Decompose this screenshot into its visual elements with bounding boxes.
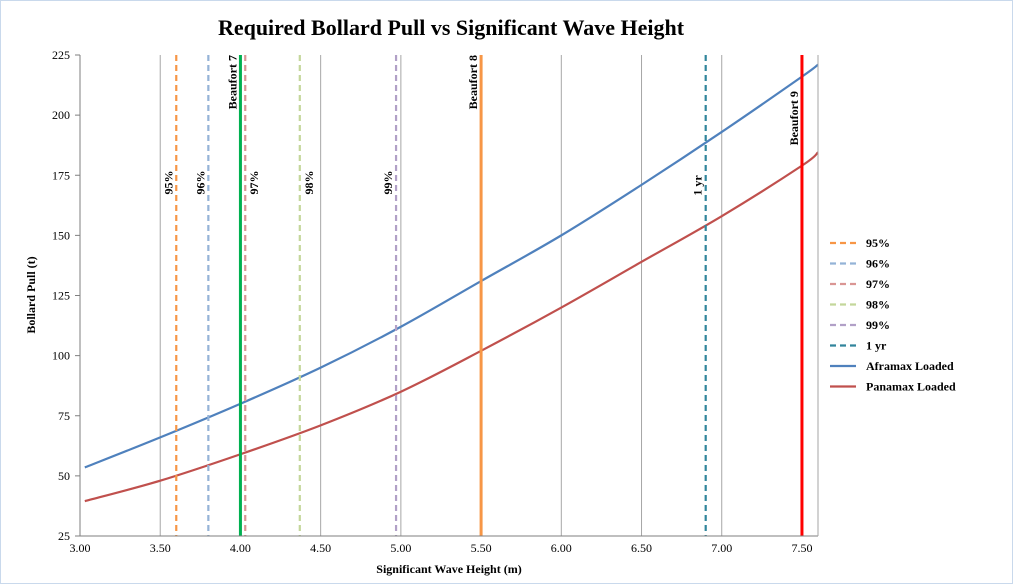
x-tick-label: 6.50 [631, 541, 652, 555]
legend-label-95: 95% [866, 236, 890, 250]
x-tick-label: 4.50 [310, 541, 331, 555]
y-tick-label: 25 [58, 529, 70, 543]
axis-layer: 3.00 3.50 4.00 4.50 5.00 5.50 6.00 6.50 7.00 7.50… [52, 48, 819, 555]
legend: 95% 96% 97% 98% 99% 1 yr Aframax Loaded Panamax… [830, 236, 956, 394]
legend-label-aframax-loaded: Aframax Loaded [866, 359, 954, 373]
chart-title: Required Bollard Pull vs Significant Wav… [217, 15, 685, 40]
y-axis-label: Bollard Pull (t) [24, 256, 38, 333]
legend-label-1-yr: 1 yr [866, 339, 887, 353]
x-tick-label: 3.50 [150, 541, 171, 555]
legend-label-97: 97% [866, 277, 890, 291]
line-labels: 95% 96% 97% 98% 99% 1 yr Beaufort 7 Beaufort 8 B… [161, 55, 801, 196]
x-tick-label: 5.00 [390, 541, 411, 555]
legend-label-98: 98% [866, 298, 890, 312]
ref-label-97: 97% [247, 170, 261, 194]
x-tick-label: 5.50 [471, 541, 492, 555]
plot-area [80, 55, 818, 536]
ref-label-beaufort-7: Beaufort 7 [225, 55, 239, 109]
ref-label-1-yr: 1 yr [691, 175, 705, 196]
y-tick-label: 75 [58, 409, 70, 423]
y-tick-label: 150 [52, 228, 70, 242]
x-axis-label: Significant Wave Height (m) [376, 562, 521, 576]
y-tick-label: 100 [52, 349, 70, 363]
ref-label-99: 99% [381, 170, 395, 194]
legend-label-99: 99% [866, 318, 890, 332]
ref-label-beaufort-8: Beaufort 8 [466, 55, 480, 109]
x-tick-label: 3.00 [70, 541, 91, 555]
ref-label-98: 98% [302, 170, 316, 194]
y-tick-label: 200 [52, 108, 70, 122]
legend-label-96: 96% [866, 257, 890, 271]
x-tick-label: 4.00 [230, 541, 251, 555]
y-tick-label: 50 [58, 469, 70, 483]
reference-lines [175, 55, 804, 536]
legend-label-panamax-loaded: Panamax Loaded [866, 380, 956, 394]
x-tick-label: 6.00 [551, 541, 572, 555]
ref-label-95: 95% [161, 170, 175, 194]
x-tick-label: 7.00 [711, 541, 732, 555]
ref-label-beaufort-9: Beaufort 9 [787, 91, 801, 145]
y-tick-label: 175 [52, 168, 70, 182]
x-tick-label: 7.50 [791, 541, 812, 555]
y-tick-label: 225 [52, 48, 70, 62]
ref-label-96: 96% [193, 170, 207, 194]
y-tick-label: 125 [52, 289, 70, 303]
